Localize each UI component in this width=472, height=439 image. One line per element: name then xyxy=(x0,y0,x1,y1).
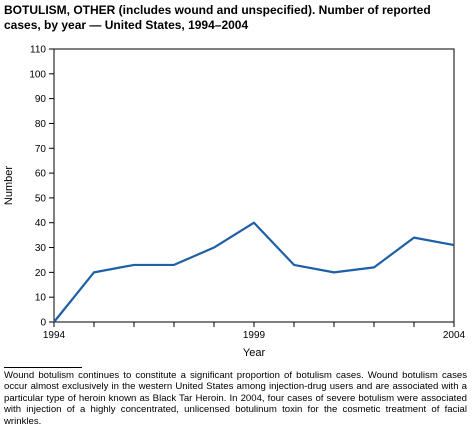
y-tick-label: 0 xyxy=(40,318,46,329)
y-tick-label: 30 xyxy=(35,243,47,254)
chart-title: BOTULISM, OTHER (includes wound and unsp… xyxy=(4,3,431,32)
series-line xyxy=(53,221,455,323)
y-tick-label: 50 xyxy=(35,193,47,204)
x-tick-label: 2004 xyxy=(443,330,466,341)
y-tick-label: 100 xyxy=(29,69,46,80)
footnote-divider xyxy=(4,367,82,368)
x-tick-label: 1994 xyxy=(43,330,66,341)
y-tick-label: 70 xyxy=(35,144,47,155)
footnote: Wound botulism continues to constitute a… xyxy=(4,370,467,427)
y-tick-label: 90 xyxy=(35,94,47,105)
y-tick-label: 80 xyxy=(35,119,47,130)
y-tick-label: 20 xyxy=(35,268,47,279)
plot-frame xyxy=(53,48,455,323)
y-tick-label: 40 xyxy=(35,218,47,229)
y-tick-label: 60 xyxy=(35,169,47,180)
y-axis-label: Number xyxy=(3,166,15,205)
x-axis-label: Year xyxy=(243,347,266,359)
x-tick-label: 1999 xyxy=(243,330,266,341)
y-tick-label: 10 xyxy=(35,293,47,304)
y-axis-ticks: 0 10 20 30 40 50 60 70 80 90 100 110 xyxy=(29,45,54,329)
y-tick-label: 110 xyxy=(30,45,46,56)
x-axis-ticks: 1994 1999 2004 xyxy=(43,322,466,341)
